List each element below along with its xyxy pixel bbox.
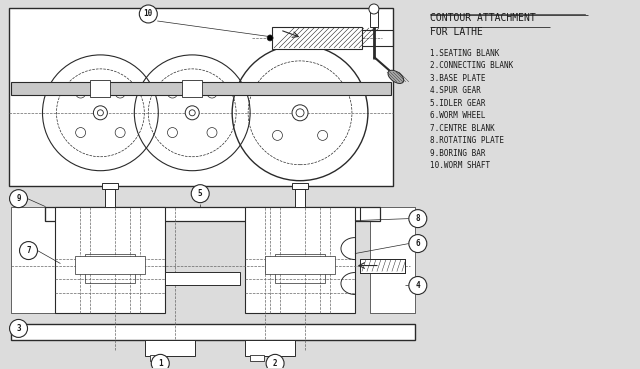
Text: 5: 5 [198, 189, 202, 198]
Text: 10.WORM SHAFT: 10.WORM SHAFT [430, 161, 490, 170]
Text: 10: 10 [143, 10, 153, 18]
Circle shape [185, 106, 199, 120]
Text: 1: 1 [158, 359, 163, 368]
Ellipse shape [388, 70, 404, 83]
Bar [245, 340, 295, 356]
Bar [265, 256, 335, 273]
Bar [295, 189, 305, 207]
Bar [182, 80, 202, 97]
Bar [250, 355, 264, 361]
Text: 3: 3 [16, 324, 21, 333]
Text: 8: 8 [415, 214, 420, 223]
Text: 5.IDLER GEAR: 5.IDLER GEAR [430, 99, 485, 108]
Bar [272, 27, 362, 49]
Circle shape [266, 354, 284, 369]
Circle shape [10, 320, 28, 337]
Text: 8.ROTATING PLATE: 8.ROTATING PLATE [430, 136, 504, 145]
Text: 7.CENTRE BLANK: 7.CENTRE BLANK [430, 124, 495, 133]
Circle shape [151, 354, 169, 369]
Bar [165, 272, 240, 286]
Circle shape [369, 4, 379, 14]
Circle shape [409, 276, 427, 294]
Text: 9.BORING BAR: 9.BORING BAR [430, 149, 485, 158]
Text: 3.BASE PLATE: 3.BASE PLATE [430, 74, 485, 83]
Bar [150, 355, 164, 361]
Bar [8, 8, 393, 186]
Circle shape [267, 35, 273, 41]
Bar [10, 207, 56, 313]
Bar [360, 259, 405, 273]
Circle shape [292, 105, 308, 121]
Circle shape [20, 242, 38, 259]
Bar [90, 80, 110, 97]
Text: 4.SPUR GEAR: 4.SPUR GEAR [430, 86, 481, 95]
Bar [10, 324, 415, 340]
Bar [275, 254, 325, 283]
Bar [245, 207, 355, 313]
Circle shape [140, 5, 157, 23]
Text: 1.SEATING BLANK: 1.SEATING BLANK [430, 49, 499, 58]
Bar [76, 256, 145, 273]
Circle shape [409, 235, 427, 252]
Bar [360, 259, 405, 273]
Bar [145, 340, 195, 356]
Bar [106, 189, 115, 207]
Bar [102, 183, 118, 189]
Text: 6: 6 [415, 239, 420, 248]
Bar [56, 207, 165, 313]
Text: 7: 7 [26, 246, 31, 255]
Circle shape [10, 190, 28, 208]
Bar [85, 254, 135, 283]
Text: 2.CONNECTING BLANK: 2.CONNECTING BLANK [430, 61, 513, 70]
Circle shape [93, 106, 108, 120]
Text: CONTOUR ATTACHMENT
FOR LATHE: CONTOUR ATTACHMENT FOR LATHE [430, 13, 536, 37]
Text: 6.WORM WHEEL: 6.WORM WHEEL [430, 111, 485, 120]
Text: 9: 9 [16, 194, 21, 203]
Circle shape [191, 184, 209, 203]
Text: 2: 2 [273, 359, 277, 368]
Circle shape [409, 210, 427, 228]
Bar [45, 207, 380, 221]
Bar [370, 207, 415, 313]
Text: 4: 4 [415, 281, 420, 290]
Bar [292, 183, 308, 189]
Bar [10, 82, 391, 95]
Bar [370, 9, 378, 27]
